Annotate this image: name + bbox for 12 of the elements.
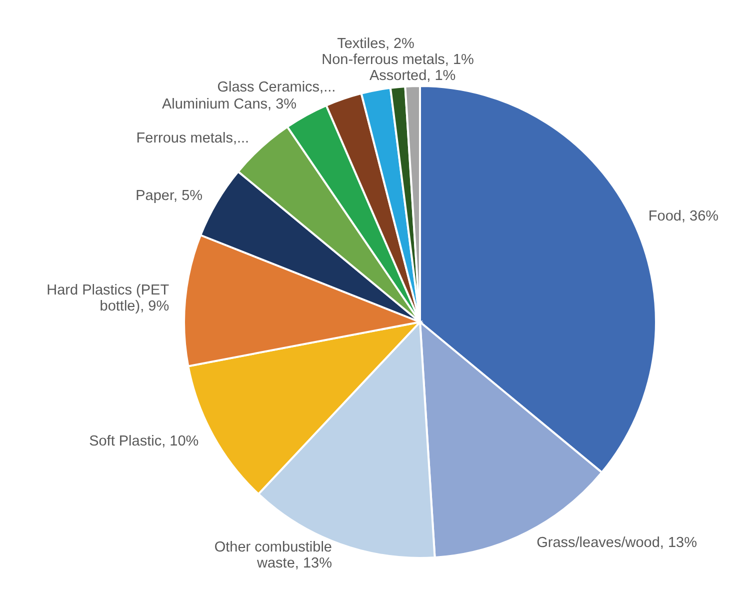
- slice-label: Non-ferrous metals, 1%: [322, 52, 474, 68]
- slice-label: Soft Plastic, 10%: [89, 433, 199, 450]
- slice-label: Grass/leaves/wood, 13%: [536, 534, 698, 551]
- slice-label: Other combustible waste, 13%: [214, 539, 332, 572]
- slice-label: Food, 36%: [648, 208, 719, 224]
- slice-label: Ferrous metals,...: [136, 130, 250, 147]
- slice-label: Paper, 5%: [136, 188, 203, 204]
- slice-label: Glass Ceramics,...: [217, 79, 336, 96]
- slice-label: Textiles, 2%: [337, 36, 415, 52]
- slice-label: Hard Plastics (PET bottle), 9%: [46, 282, 170, 315]
- slice-label: Aluminium Cans, 3%: [162, 96, 297, 113]
- slice-label: Assorted, 1%: [369, 68, 456, 84]
